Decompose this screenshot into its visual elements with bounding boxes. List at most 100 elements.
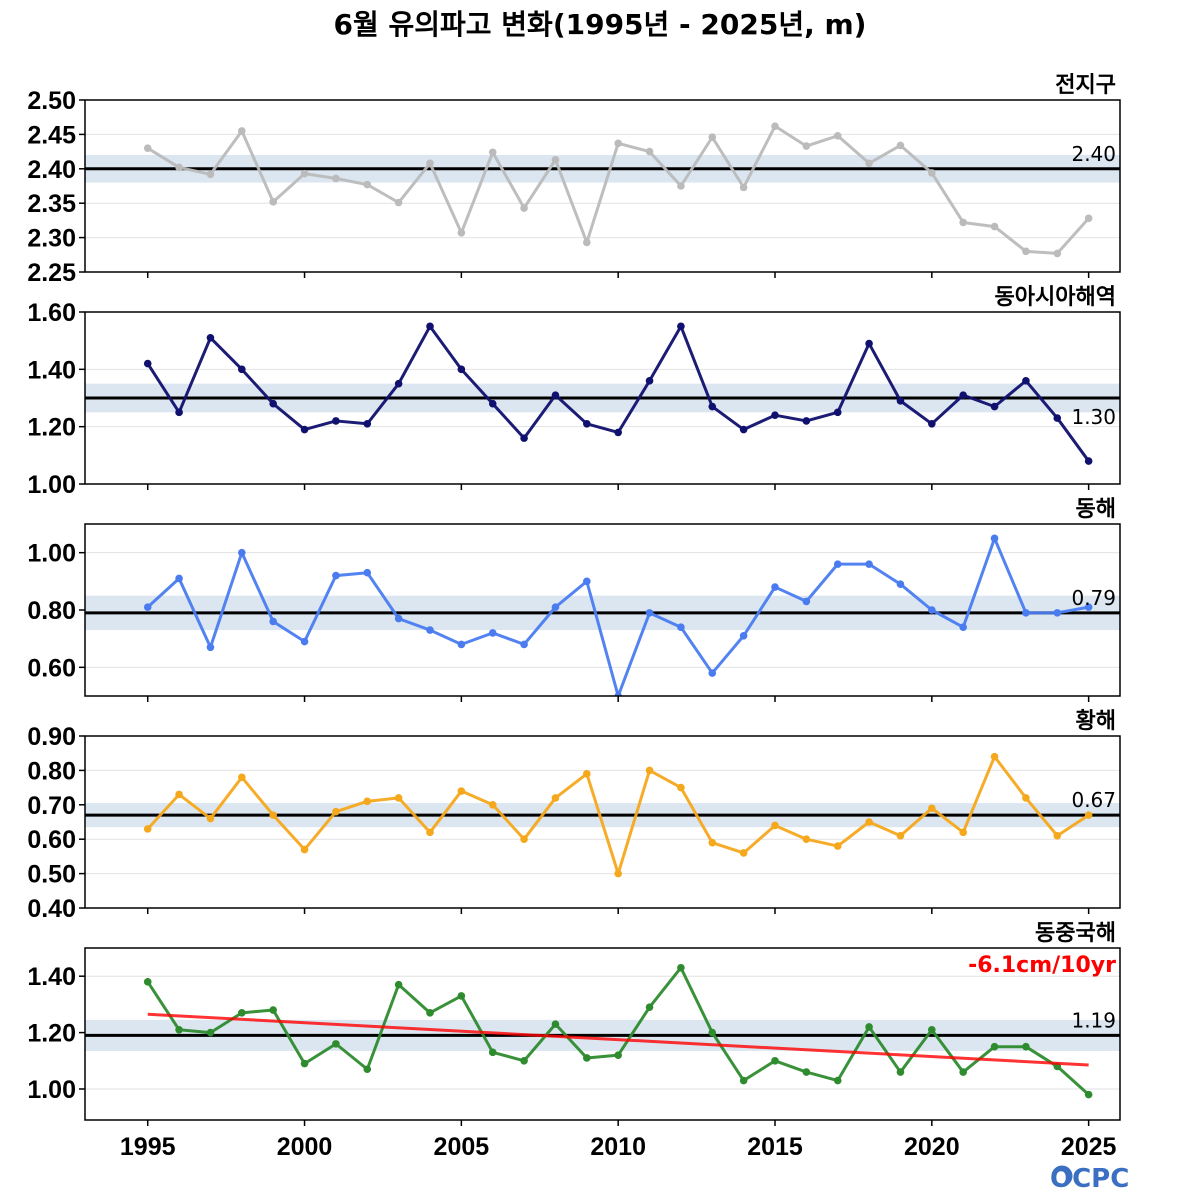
data-point	[802, 1068, 811, 1076]
data-point	[1084, 214, 1093, 223]
data-point	[269, 811, 277, 819]
data-point	[583, 577, 591, 586]
logo-globe-icon	[1051, 1165, 1073, 1187]
data-point	[928, 169, 936, 177]
data-point	[1084, 603, 1093, 611]
data-point	[175, 408, 183, 417]
data-point	[426, 1009, 434, 1017]
panel-label: 전지구	[1055, 73, 1116, 98]
data-point	[457, 640, 466, 649]
data-point	[551, 156, 560, 164]
data-point	[363, 568, 372, 577]
data-point	[175, 163, 183, 172]
data-point	[614, 692, 622, 696]
data-point	[1053, 609, 1062, 617]
data-point	[332, 807, 340, 816]
data-point	[363, 420, 372, 428]
data-point	[959, 828, 967, 837]
data-point	[175, 574, 183, 583]
data-point	[551, 603, 560, 611]
data-point	[300, 845, 309, 854]
data-point	[269, 399, 277, 408]
data-point	[928, 804, 936, 813]
data-point	[1022, 247, 1030, 256]
data-point	[426, 322, 434, 331]
data-point	[614, 428, 622, 437]
data-point	[833, 408, 842, 417]
data-point	[332, 571, 340, 580]
data-point	[677, 182, 685, 190]
data-point	[896, 397, 905, 405]
mean-value-label: 0.79	[1071, 586, 1116, 610]
data-point	[520, 640, 528, 649]
x-tick-label: 2015	[747, 1133, 803, 1161]
data-point	[206, 334, 215, 342]
data-point	[520, 434, 528, 442]
data-point	[520, 835, 528, 843]
data-point	[865, 560, 873, 568]
y-tick-label: 2.30	[27, 225, 76, 253]
x-tick-label: 2020	[904, 1133, 960, 1161]
data-point	[959, 623, 967, 631]
mean-value-label: 1.30	[1071, 405, 1116, 429]
data-point	[1084, 457, 1093, 465]
data-point	[583, 770, 591, 778]
data-point	[1022, 377, 1030, 385]
data-point	[1084, 1090, 1093, 1099]
y-tick-label: 0.40	[27, 895, 76, 923]
data-point	[614, 1051, 622, 1059]
data-point	[802, 835, 811, 843]
y-tick-label: 0.90	[27, 723, 76, 751]
data-point	[739, 632, 748, 640]
y-tick-label: 1.40	[27, 963, 76, 991]
panel-frame	[84, 735, 1121, 909]
data-point	[928, 420, 936, 428]
data-point	[865, 159, 873, 168]
data-point	[896, 831, 905, 840]
data-point	[645, 1003, 654, 1012]
data-point	[708, 133, 717, 141]
panel-plot-area	[85, 752, 1120, 878]
data-point	[802, 597, 811, 606]
data-point	[238, 365, 246, 374]
ocpc-logo: OCPC	[1050, 1164, 1129, 1194]
data-point	[833, 131, 842, 140]
y-tick-label: 2.40	[27, 156, 76, 184]
data-point	[677, 783, 685, 792]
data-point	[739, 183, 748, 192]
data-point	[238, 773, 246, 782]
y-tick-label: 1.40	[27, 356, 76, 384]
trend-line	[147, 1012, 1089, 1067]
data-point	[1084, 811, 1093, 819]
panel-plot-area	[85, 122, 1120, 258]
y-tick-label: 0.80	[27, 597, 76, 625]
y-tick-label: 2.50	[27, 87, 76, 115]
panel-frame	[84, 947, 1121, 1121]
data-point	[739, 1076, 748, 1085]
data-point	[426, 626, 434, 634]
data-point	[928, 1025, 936, 1034]
data-point	[645, 766, 654, 775]
data-point	[959, 1068, 967, 1076]
chart-title: 6월 유의파고 변화(1995년 - 2025년, m)	[334, 8, 867, 41]
data-point	[708, 1028, 717, 1037]
data-point	[583, 1054, 591, 1062]
panel-3: 0.40 0.50 0.60 0.70 0.80 0.90 황해 0.67	[27, 709, 1121, 923]
data-point	[865, 1023, 873, 1031]
data-point	[990, 222, 999, 231]
data-point	[394, 980, 403, 989]
x-tick-label: 2000	[277, 1133, 333, 1161]
y-tick-label: 2.35	[27, 190, 76, 218]
data-point	[175, 790, 183, 799]
x-tick-label: 2025	[1061, 1133, 1117, 1161]
panel-label: 동해	[1076, 497, 1116, 522]
panel-label: 동아시아해역	[995, 285, 1116, 310]
data-point	[708, 838, 717, 847]
data-point	[896, 580, 905, 588]
y-tick-label: 1.00	[27, 540, 76, 568]
data-point	[739, 849, 748, 857]
data-point	[865, 339, 873, 348]
data-point	[520, 1056, 528, 1065]
data-point	[206, 1028, 215, 1037]
data-point	[708, 669, 717, 677]
